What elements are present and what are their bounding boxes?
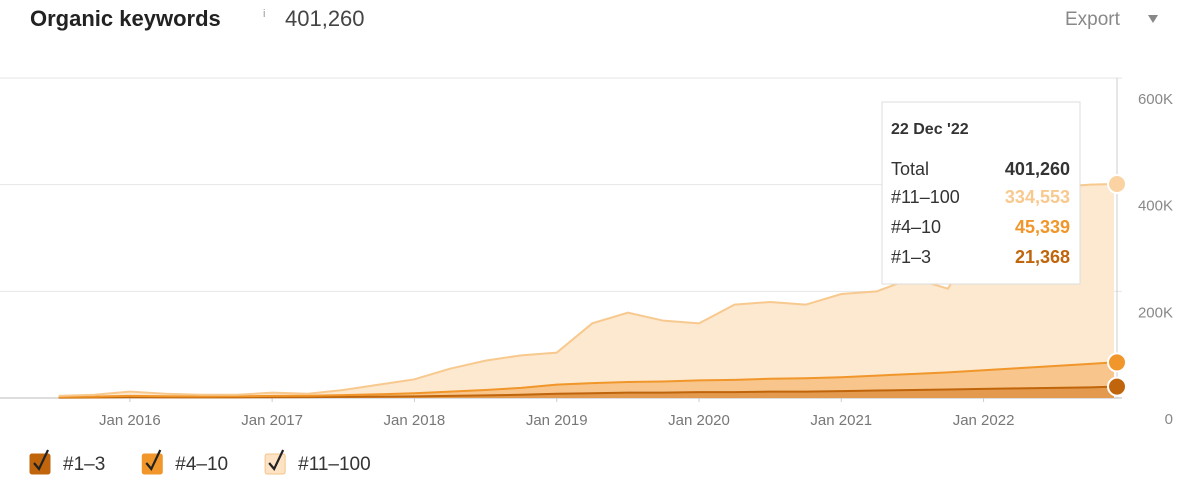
tooltip-label: #1–3 bbox=[891, 247, 931, 267]
tooltip: 22 Dec '22 Total 401,260 #11–100 334,553 #… bbox=[881, 101, 1081, 285]
chart-title: Organic keywords bbox=[30, 6, 221, 31]
tooltip-value: 401,260 bbox=[1005, 159, 1070, 179]
tooltip-date: 22 Dec '22 bbox=[891, 121, 969, 138]
check-mark[interactable] bbox=[33, 449, 49, 472]
tooltip-label: #11–100 bbox=[891, 187, 960, 207]
y-tick-label: 600K bbox=[1138, 91, 1173, 108]
export-button[interactable]: Export bbox=[1065, 9, 1121, 30]
tooltip-box bbox=[881, 101, 1081, 285]
plot-area: 0 200K 400K 600K Jan 2016 Jan 2017 Jan 2018 Jan… bbox=[0, 77, 1173, 429]
area bbox=[58, 183, 1115, 397]
x-tick-label: Jan 2022 bbox=[953, 412, 1015, 429]
legend-checkbox[interactable] bbox=[141, 453, 163, 475]
x-tick-label: Jan 2018 bbox=[384, 412, 446, 429]
check-mark[interactable] bbox=[145, 449, 162, 472]
x-tick-label: Jan 2017 bbox=[241, 412, 303, 429]
y-tick-label: 0 bbox=[1165, 411, 1173, 428]
tooltip-value: 45,339 bbox=[1015, 217, 1070, 237]
check-mark[interactable] bbox=[268, 449, 285, 472]
legend-label[interactable]: #4–10 bbox=[175, 454, 228, 475]
legend-label[interactable]: #1–3 bbox=[63, 454, 105, 475]
area bbox=[58, 386, 1115, 398]
x-tick-label: Jan 2019 bbox=[526, 412, 588, 429]
x-tick-label: Jan 2021 bbox=[810, 412, 872, 429]
x-tick-label: Jan 2016 bbox=[99, 412, 161, 429]
x-tick-label: Jan 2020 bbox=[668, 412, 730, 429]
total-count: 401,260 bbox=[285, 6, 365, 31]
area-line bbox=[58, 182, 1115, 397]
area bbox=[58, 362, 1115, 398]
info-icon[interactable]: i bbox=[263, 8, 265, 20]
legend-checkbox[interactable] bbox=[264, 453, 286, 475]
tooltip-label: #4–10 bbox=[891, 217, 941, 237]
y-tick-label: 400K bbox=[1138, 198, 1173, 215]
y-tick-label: 200K bbox=[1138, 304, 1173, 321]
end-point bbox=[1107, 376, 1127, 397]
legend: #1–3 #4–10 #11–100 bbox=[29, 449, 371, 475]
end-point bbox=[1107, 173, 1127, 194]
tooltip-value: 334,553 bbox=[1005, 187, 1070, 207]
tooltip-label: Total bbox=[891, 159, 929, 179]
area-line bbox=[58, 385, 1115, 399]
legend-label[interactable]: #11–100 bbox=[298, 454, 371, 475]
export-arrow[interactable] bbox=[1148, 15, 1158, 23]
legend-checkbox[interactable] bbox=[29, 453, 51, 475]
end-point bbox=[1107, 352, 1127, 373]
tooltip-value: 21,368 bbox=[1015, 247, 1070, 267]
area-line bbox=[58, 361, 1115, 398]
